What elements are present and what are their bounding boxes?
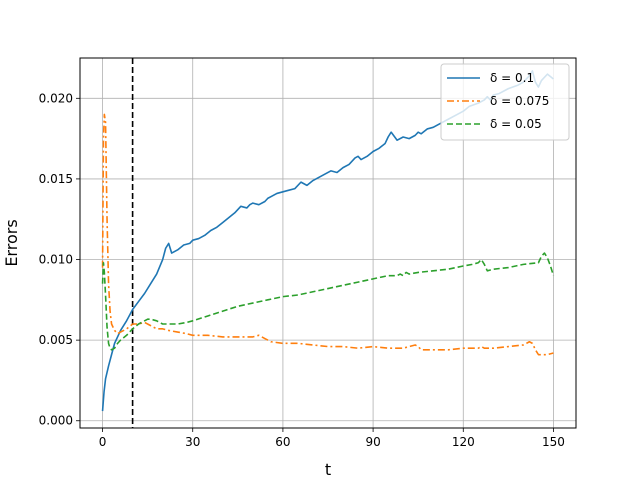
plot-frame: [79, 57, 577, 429]
x-tick-label: 0: [99, 435, 107, 449]
x-axis-ticks: 0 30 60 90 120 150: [99, 428, 565, 449]
y-tick-label: 0.010: [39, 253, 73, 267]
series-line-3: [101, 252, 555, 351]
x-tick-label: 150: [542, 435, 565, 449]
y-tick-label: 0.015: [39, 172, 73, 186]
y-tick-label: 0.005: [39, 333, 73, 347]
x-tick-label: 30: [185, 435, 200, 449]
y-tick-label: 0.020: [39, 91, 73, 105]
y-axis-ticks: 0.000 0.005 0.010 0.015 0.020: [39, 91, 80, 428]
legend-label-2: δ = 0.075: [490, 94, 549, 108]
y-axis-label: Errors: [2, 219, 21, 266]
y-tick-label: 0.000: [39, 414, 73, 428]
x-tick-label: 120: [452, 435, 475, 449]
legend-box: [440, 63, 570, 141]
legend-label-1: δ = 0.1: [490, 71, 534, 85]
legend-label-3: δ = 0.05: [490, 117, 542, 131]
x-axis-label: t: [325, 460, 331, 479]
legend: δ = 0.1 δ = 0.075 δ = 0.05: [440, 63, 570, 141]
x-tick-label: 60: [275, 435, 290, 449]
x-tick-label: 90: [365, 435, 380, 449]
series-line-2: [101, 113, 554, 356]
